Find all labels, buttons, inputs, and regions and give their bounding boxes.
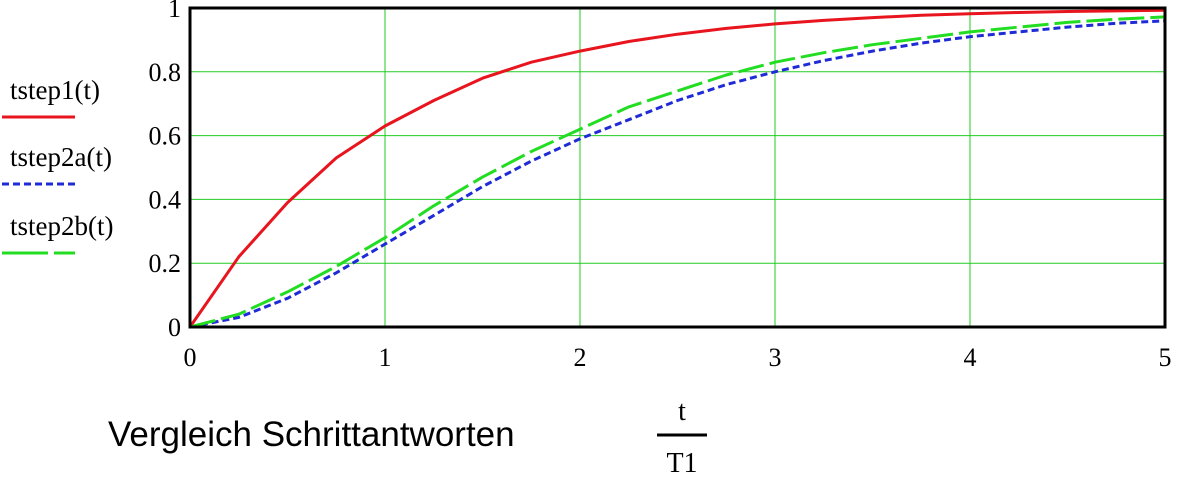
x-tick-label: 3 (769, 343, 782, 372)
y-tick-label: 0.8 (149, 58, 182, 87)
x-label-numerator: t (678, 396, 686, 427)
x-tick-label: 2 (574, 343, 587, 372)
y-tick-label: 0.2 (149, 249, 182, 278)
y-tick-label: 0.6 (149, 122, 182, 151)
grid (189, 7, 1166, 328)
x-axis-label: t T1 (657, 396, 707, 477)
x-tick-label: 1 (379, 343, 392, 372)
y-tick-label: 0.4 (149, 185, 182, 214)
y-tick-label: 1 (168, 0, 181, 23)
legend: tstep1(t) tstep2a(t) tstep2b(t) (2, 75, 113, 255)
chart-title: Vergleich Schrittantworten (108, 415, 515, 454)
legend-label: tstep2a(t) (10, 142, 112, 172)
y-tick-label: 0 (168, 313, 181, 342)
x-tick-label: 4 (964, 343, 977, 372)
x-tick-label: 0 (184, 343, 197, 372)
tick-labels: 0 1 2 3 4 5 0 0.2 0.4 0.6 0.8 1 (149, 0, 1172, 372)
legend-label: tstep1(t) (10, 75, 100, 105)
x-tick-label: 5 (1159, 343, 1172, 372)
plot-lines (188, 8, 1166, 329)
plot-frame (188, 6, 1167, 329)
x-label-denominator: T1 (666, 448, 697, 477)
series-line-1 (188, 8, 1166, 328)
series-line-2 (189, 19, 1166, 329)
legend-label: tstep2b(t) (10, 211, 113, 241)
series-line-3 (189, 15, 1166, 329)
